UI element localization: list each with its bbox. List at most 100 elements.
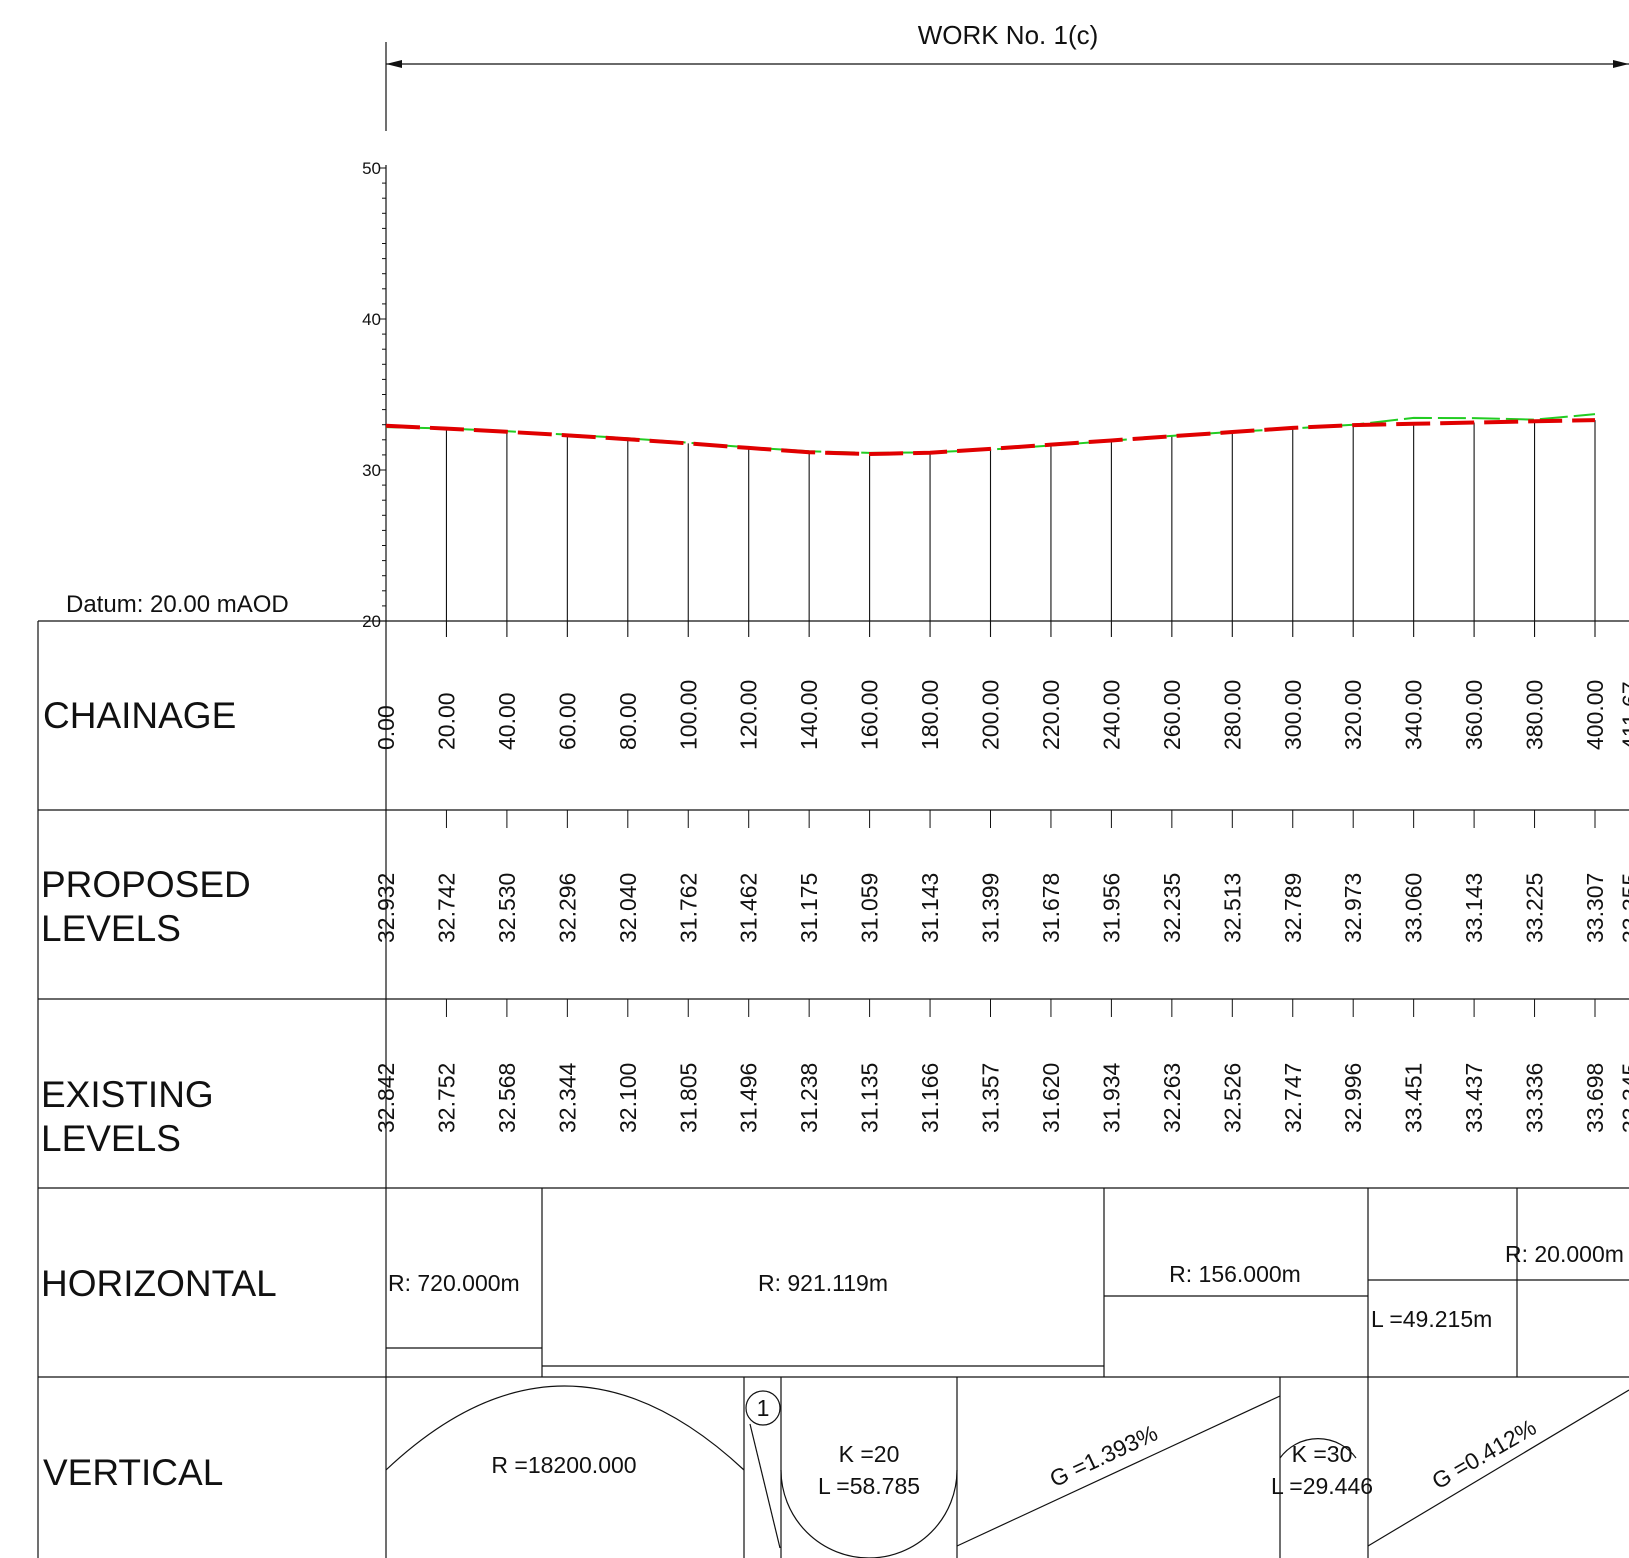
existing-level-value: 33.437	[1461, 1063, 1487, 1133]
proposed-level-value: 31.399	[978, 873, 1004, 943]
existing-level-value: 32.263	[1159, 1063, 1185, 1133]
existing-level-value: 33.698	[1582, 1063, 1608, 1133]
chainage-value: 80.00	[615, 692, 641, 750]
vertical-length-2: L =29.446	[1271, 1473, 1373, 1499]
proposed-level-value: 33.225	[1522, 873, 1548, 943]
chainage-value: 20.00	[433, 692, 459, 750]
proposed-level-value: 33.355	[1617, 873, 1629, 943]
existing-level-value: 31.934	[1098, 1062, 1124, 1133]
proposed-level-value: 32.296	[554, 873, 580, 943]
proposed-level-value: 31.143	[917, 873, 943, 943]
horizontal-alignment-row: R: 720.000m R: 921.119m R: 156.000m L =4…	[386, 1188, 1629, 1377]
proposed-level-value: 33.060	[1401, 873, 1427, 943]
row-label-chainage: CHAINAGE	[43, 695, 236, 736]
chainage-value: 160.00	[857, 680, 883, 750]
vertical-k-value-2: K =30	[1292, 1441, 1353, 1467]
existing-level-value: 32.568	[494, 1063, 520, 1133]
chainage-value: 220.00	[1038, 680, 1064, 750]
chainage-value: 340.00	[1401, 680, 1427, 750]
proposed-level-value: 31.175	[796, 873, 822, 943]
vertical-alignment-row: 1 R =18200.000 K =20 L =58.785 G =1.393%…	[385, 1377, 1629, 1558]
existing-level-value: 32.526	[1219, 1063, 1245, 1133]
row-label-proposed-line2: LEVELS	[41, 908, 181, 949]
chainage-value: 200.00	[978, 680, 1004, 750]
chainage-value: 180.00	[917, 680, 943, 750]
proposed-level-value: 32.932	[373, 873, 399, 943]
dimension-arrow-right	[1613, 60, 1629, 68]
proposed-level-value: 32.973	[1340, 873, 1366, 943]
data-table-frame	[37, 620, 1629, 1558]
axis-tick-label-40: 40	[362, 310, 381, 329]
row-label-vertical: VERTICAL	[43, 1452, 223, 1493]
dimension-arrow-left	[386, 60, 402, 68]
existing-level-value: 32.752	[433, 1063, 459, 1133]
proposed-level-value: 32.742	[433, 873, 459, 943]
chainage-value: 280.00	[1219, 680, 1245, 750]
chainage-value: 260.00	[1159, 680, 1185, 750]
existing-level-value: 31.805	[675, 1063, 701, 1133]
vertical-marker-number: 1	[757, 1395, 770, 1421]
vertical-grade-1: G =1.393%	[1046, 1420, 1162, 1492]
chainage-value: 320.00	[1340, 680, 1366, 750]
chainage-value: 400.00	[1582, 680, 1608, 750]
datum-label: Datum: 20.00 mAOD	[66, 591, 289, 618]
vertical-grade-2: G =0.412%	[1427, 1414, 1540, 1494]
axis-tick-label-30: 30	[362, 461, 381, 480]
horizontal-radius-4: R: 20.000m	[1505, 1241, 1624, 1267]
existing-level-value: 32.996	[1340, 1063, 1366, 1133]
chainage-value: 40.00	[494, 692, 520, 750]
horizontal-length-1: L =49.215m	[1371, 1306, 1492, 1332]
chainage-value: 380.00	[1522, 680, 1548, 750]
chainage-value: 411.67	[1617, 681, 1629, 750]
proposed-level-value: 31.762	[675, 873, 701, 943]
chainage-value: 0.00	[373, 705, 399, 750]
proposed-level-value: 31.956	[1098, 873, 1124, 943]
horizontal-radius-2: R: 921.119m	[758, 1270, 888, 1296]
chainage-value: 140.00	[796, 680, 822, 750]
proposed-level-value: 31.462	[736, 873, 762, 943]
horizontal-radius-3: R: 156.000m	[1169, 1261, 1301, 1287]
chainage-value: 360.00	[1461, 680, 1487, 750]
axis-tick-label-50: 50	[362, 159, 381, 178]
proposed-level-value: 32.530	[494, 873, 520, 943]
proposed-level-value: 32.513	[1219, 873, 1245, 943]
existing-level-value: 31.166	[917, 1063, 943, 1133]
proposed-level-value: 33.307	[1582, 873, 1608, 943]
row-label-existing-line1: EXISTING	[41, 1074, 214, 1115]
proposed-level-value: 31.059	[857, 873, 883, 943]
existing-level-value: 31.357	[978, 1063, 1004, 1133]
proposed-level-value: 32.789	[1280, 873, 1306, 943]
existing-level-value: 33.345	[1617, 1063, 1629, 1133]
existing-level-value: 31.135	[857, 1063, 883, 1133]
proposed-level-value: 32.235	[1159, 873, 1185, 943]
proposed-level-value: 33.143	[1461, 873, 1487, 943]
existing-level-value: 33.451	[1401, 1063, 1427, 1133]
proposed-level-value: 32.040	[615, 873, 641, 943]
chainage-value: 300.00	[1280, 680, 1306, 750]
existing-level-value: 33.336	[1522, 1063, 1548, 1133]
profile-chart	[385, 413, 1596, 637]
chainage-value: 120.00	[736, 680, 762, 750]
existing-level-value: 31.238	[796, 1063, 822, 1133]
horizontal-radius-1: R: 720.000m	[388, 1270, 520, 1296]
existing-level-value: 32.747	[1280, 1063, 1306, 1133]
vertical-k-value-1: K =20	[839, 1441, 900, 1467]
chainage-value: 60.00	[554, 692, 580, 750]
existing-level-value: 31.496	[736, 1063, 762, 1133]
existing-level-value: 32.842	[373, 1063, 399, 1133]
vertical-radius: R =18200.000	[491, 1452, 636, 1478]
proposed-level-value: 31.678	[1038, 873, 1064, 943]
existing-level-value: 32.100	[615, 1063, 641, 1133]
row-label-horizontal: HORIZONTAL	[41, 1263, 277, 1304]
existing-level-value: 32.344	[554, 1062, 580, 1133]
vertical-length-1: L =58.785	[818, 1473, 920, 1499]
chainage-value: 240.00	[1098, 680, 1124, 750]
level-axis: 50 40 30 20	[362, 159, 387, 1558]
proposed-level-line	[385, 418, 1596, 457]
chainage-value: 100.00	[675, 680, 701, 750]
vertical-marker-circle	[745, 1390, 781, 1426]
work-title: WORK No. 1(c)	[918, 20, 1099, 50]
level-table-values: 0.00 20.00 40.00 60.00 80.00 100.00 120.00 140.…	[373, 680, 1629, 1133]
row-label-existing-line2: LEVELS	[41, 1118, 181, 1159]
